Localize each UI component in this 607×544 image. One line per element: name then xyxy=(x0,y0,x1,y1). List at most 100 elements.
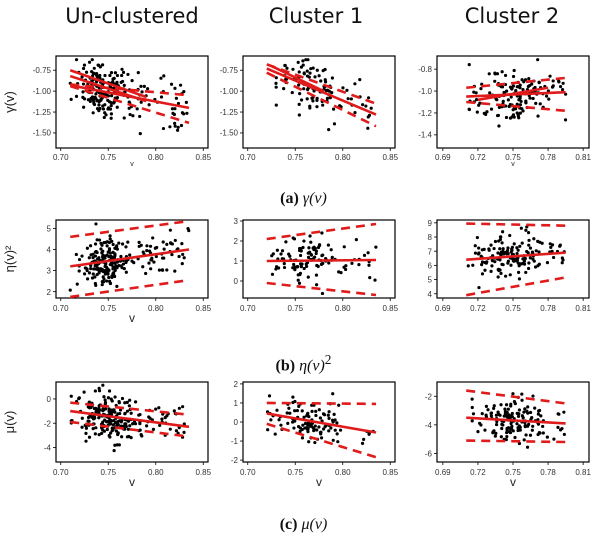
data-point xyxy=(269,418,273,422)
confidence-band-line xyxy=(466,389,566,405)
data-point xyxy=(306,411,310,415)
data-point xyxy=(523,407,527,411)
data-point xyxy=(321,412,326,416)
data-point xyxy=(521,87,525,92)
confidence-band-line xyxy=(466,76,566,90)
data-point xyxy=(107,409,111,413)
data-point xyxy=(165,242,169,247)
data-point xyxy=(138,114,142,119)
data-point xyxy=(168,228,172,232)
data-point xyxy=(98,76,102,80)
data-point xyxy=(97,103,101,107)
data-point xyxy=(361,103,365,107)
data-point xyxy=(291,67,295,71)
data-point xyxy=(148,244,153,248)
data-point xyxy=(115,80,119,84)
data-point xyxy=(522,410,526,414)
data-point xyxy=(111,267,115,271)
data-point xyxy=(326,413,330,417)
data-point xyxy=(180,242,184,246)
fit-line xyxy=(266,258,377,263)
data-point xyxy=(512,242,516,246)
data-point xyxy=(86,277,90,281)
data-point xyxy=(124,245,128,249)
data-point xyxy=(313,424,317,428)
data-point xyxy=(354,238,358,242)
data-point xyxy=(141,250,145,254)
caption-a-tag: (a) xyxy=(280,190,299,207)
data-point xyxy=(142,84,146,88)
data-point xyxy=(92,102,97,107)
data-point xyxy=(302,239,306,243)
confidence-band-line xyxy=(70,219,190,239)
data-point xyxy=(492,246,496,251)
caption-a-math: γ(v) xyxy=(302,190,327,207)
y-tick-label: 9 xyxy=(428,219,433,228)
data-point xyxy=(315,68,319,72)
data-point xyxy=(314,283,319,287)
data-point xyxy=(547,97,551,101)
x-tick-label: 0.69 xyxy=(435,304,451,313)
data-point xyxy=(113,410,117,414)
data-point xyxy=(337,403,341,407)
y-tick-label: -1 xyxy=(231,437,239,446)
confidence-band-line xyxy=(266,222,377,241)
data-point xyxy=(275,248,279,252)
caption-c-tag: (c) xyxy=(279,516,298,533)
data-point xyxy=(107,275,111,280)
y-tick-label: 3 xyxy=(234,217,239,226)
data-point xyxy=(74,252,78,257)
data-point xyxy=(314,273,319,277)
data-point xyxy=(476,430,480,434)
data-point xyxy=(82,63,87,67)
data-point xyxy=(128,398,132,402)
data-point xyxy=(480,272,485,276)
data-point xyxy=(477,251,481,255)
data-point xyxy=(120,435,124,439)
data-point xyxy=(527,422,531,426)
data-point xyxy=(128,253,132,257)
data-point xyxy=(292,237,297,241)
data-point xyxy=(331,107,336,111)
data-point xyxy=(162,247,166,251)
data-point xyxy=(526,411,530,415)
data-point xyxy=(172,409,176,413)
caption-a: (a) γ(v) xyxy=(0,190,607,208)
data-point xyxy=(108,234,112,238)
y-tick-label: -6 xyxy=(425,450,433,459)
data-point xyxy=(286,421,290,425)
data-point xyxy=(317,74,321,78)
data-point xyxy=(165,414,169,418)
data-point xyxy=(141,265,145,269)
data-point xyxy=(367,113,372,117)
data-point xyxy=(325,96,330,100)
data-point xyxy=(92,267,96,271)
data-point xyxy=(374,245,378,249)
scatter-panel-r2c0: 0.70 0.75 0.80 0.85 0 -2 -4 v μ(v) xyxy=(2,381,212,489)
y-tick-label: -0.75 xyxy=(220,66,239,75)
data-point xyxy=(500,426,504,431)
data-point xyxy=(493,79,497,83)
data-point xyxy=(369,106,373,110)
data-point xyxy=(501,230,505,234)
data-point xyxy=(84,70,89,74)
data-point xyxy=(158,423,162,427)
data-point xyxy=(560,261,564,265)
data-point xyxy=(307,440,311,444)
x-tick-label: 0.75 xyxy=(287,153,303,162)
data-point xyxy=(510,424,514,428)
data-point xyxy=(493,434,497,438)
data-point xyxy=(160,417,164,421)
y-tick-label: -2 xyxy=(425,392,433,401)
data-point xyxy=(490,264,494,268)
data-point xyxy=(109,112,114,116)
data-point xyxy=(509,404,513,408)
data-point xyxy=(505,415,509,419)
confidence-band-line xyxy=(266,63,377,105)
data-point xyxy=(173,86,177,90)
data-point xyxy=(97,271,101,275)
data-point xyxy=(496,275,500,279)
data-point xyxy=(111,423,116,427)
data-point xyxy=(487,247,491,251)
data-point xyxy=(285,411,289,415)
